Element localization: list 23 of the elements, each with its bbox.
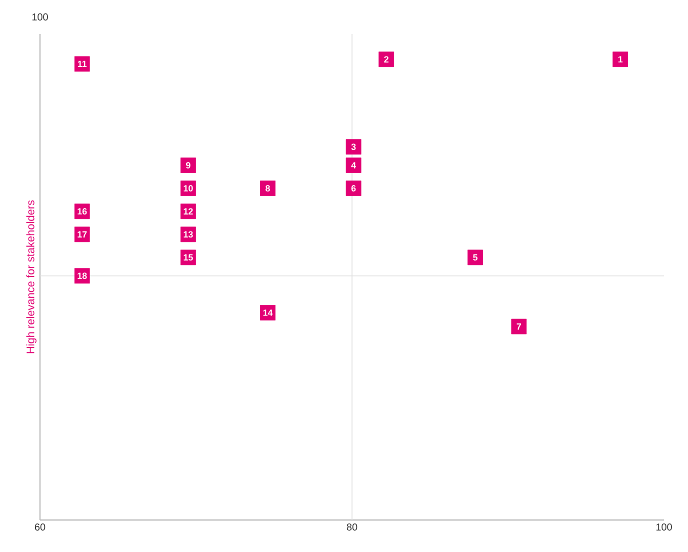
y-axis-title: High relevance for stakeholders (26, 200, 36, 354)
annotation: 3 (351, 144, 356, 150)
annotation: 9 (186, 162, 190, 168)
annotation: 5 (473, 254, 478, 261)
annotation: 6 (351, 185, 356, 192)
annotation: 11 (78, 60, 87, 68)
annotation: 8 (266, 185, 270, 192)
annotation: 14 (263, 310, 273, 316)
annotation: 17 (78, 231, 87, 238)
annotation: 7 (516, 323, 522, 330)
annotation: 10 (184, 185, 193, 192)
annotation: 1 (618, 56, 623, 62)
x-tick-label: 80 (346, 524, 358, 531)
annotation: 2 (384, 56, 388, 62)
x-tick-label: 100 (656, 524, 672, 531)
text: 100 (32, 13, 48, 20)
annotation: 4 (351, 162, 356, 168)
annotation: 13 (184, 231, 193, 238)
annotation: 15 (184, 254, 193, 261)
x-tick-label: 60 (34, 524, 46, 531)
annotation: 12 (184, 208, 193, 214)
annotation: 16 (78, 208, 87, 215)
annotation: 18 (78, 272, 87, 280)
